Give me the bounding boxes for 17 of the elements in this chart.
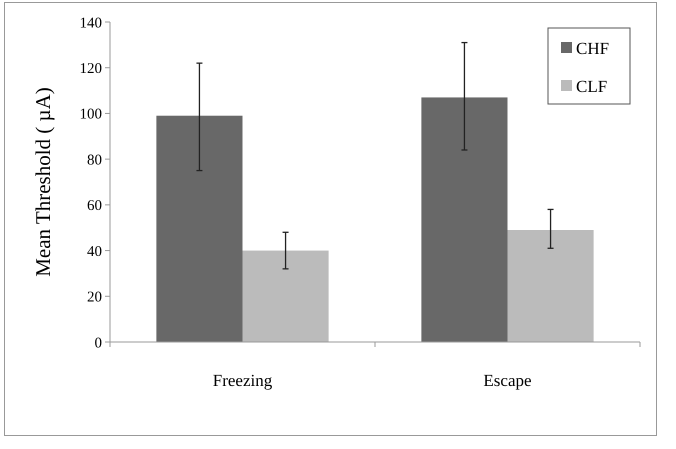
x-tick-label: Escape	[483, 371, 532, 390]
y-tick-label: 80	[87, 152, 102, 168]
legend-label: CHF	[576, 38, 610, 58]
y-axis-title: Mean Threshold ( µA)	[31, 87, 55, 277]
bar	[156, 116, 242, 342]
y-tick-label: 0	[94, 335, 102, 352]
x-tick-label: Freezing	[212, 371, 273, 390]
y-tick-label: 40	[87, 244, 102, 260]
bar	[508, 230, 594, 342]
y-tick-label: 60	[87, 198, 102, 214]
y-tick-label: 140	[80, 15, 102, 32]
y-tick-label: 20	[87, 290, 102, 306]
bar	[421, 97, 508, 342]
bar	[242, 250, 329, 342]
y-tick-label: 100	[80, 106, 102, 123]
legend-label: CLF	[576, 76, 608, 96]
y-tick-label: 120	[80, 60, 102, 77]
